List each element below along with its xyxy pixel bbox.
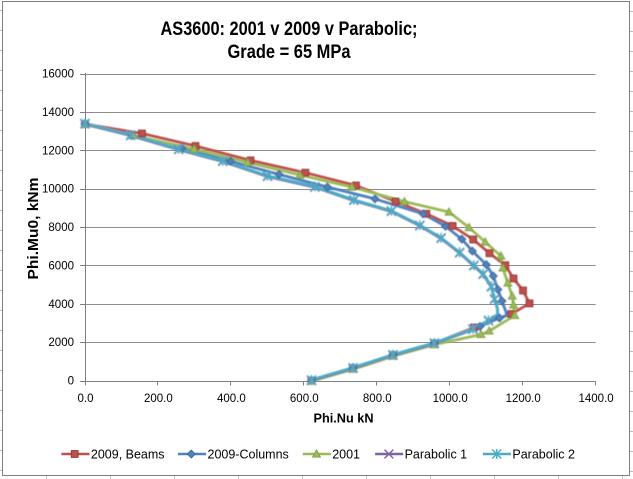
svg-text:2000: 2000 bbox=[48, 337, 74, 349]
svg-text:0.0: 0.0 bbox=[78, 393, 94, 405]
svg-text:Phi.Mu0, kNm: Phi.Mu0, kNm bbox=[25, 178, 42, 280]
svg-text:4000: 4000 bbox=[48, 299, 74, 311]
svg-text:14000: 14000 bbox=[42, 107, 74, 119]
svg-text:600.0: 600.0 bbox=[290, 393, 319, 405]
svg-text:1200.0: 1200.0 bbox=[506, 393, 541, 405]
svg-text:Parabolic 2: Parabolic 2 bbox=[512, 448, 575, 462]
svg-text:400.0: 400.0 bbox=[217, 393, 246, 405]
svg-text:200.0: 200.0 bbox=[144, 393, 173, 405]
svg-text:2009, Beams: 2009, Beams bbox=[91, 448, 165, 462]
svg-text:12000: 12000 bbox=[42, 145, 74, 157]
svg-text:2001: 2001 bbox=[332, 448, 360, 462]
svg-text:16000: 16000 bbox=[42, 69, 74, 81]
svg-text:AS3600: 2001 v 2009 v Paraboli: AS3600: 2001 v 2009 v Parabolic; bbox=[161, 19, 418, 40]
svg-text:1400.0: 1400.0 bbox=[579, 393, 614, 405]
svg-text:2009-Columns: 2009-Columns bbox=[208, 448, 289, 462]
svg-text:Phi.Nu kN: Phi.Nu kN bbox=[314, 411, 374, 426]
svg-text:10000: 10000 bbox=[42, 184, 74, 196]
svg-text:800.0: 800.0 bbox=[363, 393, 392, 405]
svg-text:6000: 6000 bbox=[48, 261, 74, 273]
svg-text:0: 0 bbox=[68, 376, 74, 388]
svg-text:Grade = 65 MPa: Grade = 65 MPa bbox=[228, 42, 351, 63]
svg-text:Parabolic 1: Parabolic 1 bbox=[405, 448, 468, 462]
svg-text:8000: 8000 bbox=[48, 222, 74, 234]
svg-text:1000.0: 1000.0 bbox=[433, 393, 468, 405]
